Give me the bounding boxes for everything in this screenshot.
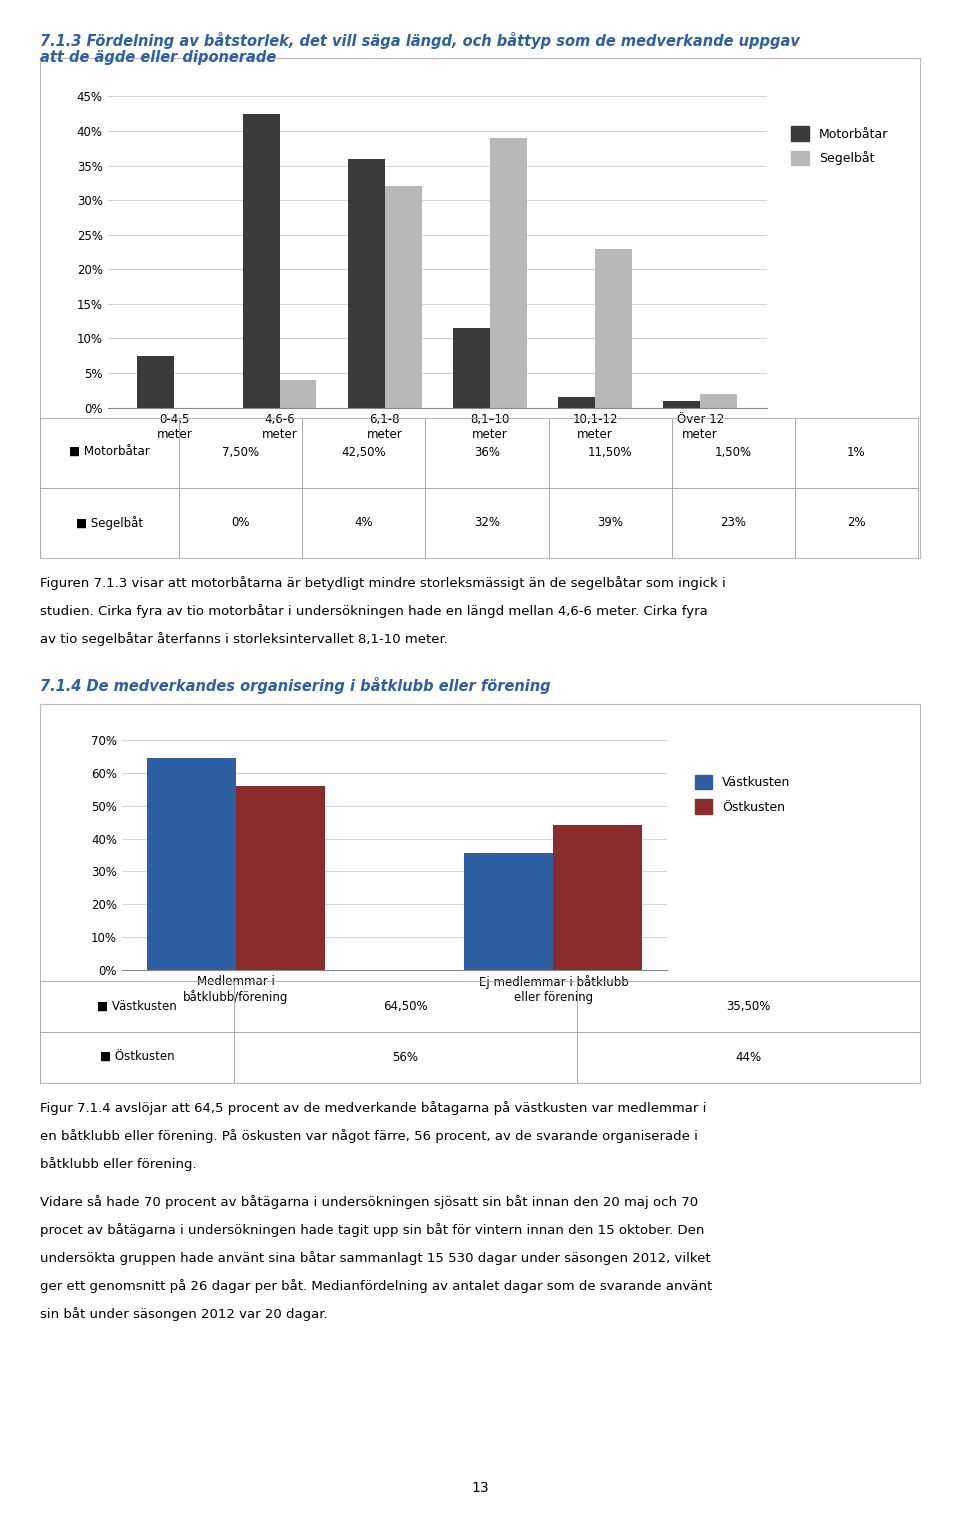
Text: 13: 13 [471,1482,489,1495]
Text: 23%: 23% [720,517,746,529]
Bar [795,418,918,488]
Bar [243,114,279,408]
Bar [672,418,795,488]
Text: Figur 7.1.4 avslöjar att 64,5 procent av de medverkande båtagarna på västkusten : Figur 7.1.4 avslöjar att 64,5 procent av… [40,1101,707,1115]
Text: 7,50%: 7,50% [223,445,259,459]
Bar [548,418,672,488]
Bar [385,186,421,408]
Bar [453,329,490,408]
Text: sin båt under säsongen 2012 var 20 dagar.: sin båt under säsongen 2012 var 20 dagar… [40,1307,328,1321]
Text: 56%: 56% [393,1051,419,1064]
Bar [663,400,700,408]
Text: Vidare så hade 70 procent av båtägarna i undersökningen sjösatt sin båt innan de: Vidare så hade 70 procent av båtägarna i… [40,1195,699,1209]
Bar [40,488,180,558]
Bar [795,488,918,558]
Bar [595,248,632,408]
Text: 39%: 39% [597,517,623,529]
Bar [425,488,548,558]
Text: båtklubb eller förening.: båtklubb eller förening. [40,1157,197,1171]
Text: ■ Motorbåtar: ■ Motorbåtar [69,445,150,459]
Text: ■ Östkusten: ■ Östkusten [100,1051,175,1064]
Text: ■ Västkusten: ■ Västkusten [97,1000,177,1014]
Text: 7.1.4 De medverkandes organisering i båtklubb eller förening: 7.1.4 De medverkandes organisering i båt… [40,677,551,694]
Text: 4%: 4% [354,517,373,529]
Bar [577,982,920,1032]
Bar [180,488,302,558]
Bar [302,488,425,558]
Bar [425,418,548,488]
Bar [348,159,385,408]
Text: Figuren 7.1.3 visar att motorbåtarna är betydligt mindre storleksmässigt än de s: Figuren 7.1.3 visar att motorbåtarna är … [40,576,726,589]
Text: av tio segelbåtar återfanns i storleksintervallet 8,1-10 meter.: av tio segelbåtar återfanns i storleksin… [40,632,448,645]
Bar [548,488,672,558]
Text: undersökta gruppen hade använt sina båtar sammanlagt 15 530 dagar under säsongen: undersökta gruppen hade använt sina båta… [40,1251,711,1265]
Bar [553,826,642,970]
Text: att de ägde eller diponerade: att de ägde eller diponerade [40,50,276,65]
Bar [234,982,577,1032]
Text: 11,50%: 11,50% [588,445,633,459]
Text: ■ Segelbåt: ■ Segelbåt [76,515,143,530]
Text: 32%: 32% [474,517,500,529]
Bar [577,1032,920,1083]
Bar [302,418,425,488]
Text: 42,50%: 42,50% [342,445,386,459]
Text: studien. Cirka fyra av tio motorbåtar i undersökningen hade en längd mellan 4,6-: studien. Cirka fyra av tio motorbåtar i … [40,603,708,618]
Text: 64,50%: 64,50% [383,1000,427,1014]
Bar [40,1032,234,1083]
Text: 1,50%: 1,50% [714,445,752,459]
Bar [700,394,737,408]
Bar [279,380,316,408]
Legend: Västkusten, Östkusten: Västkusten, Östkusten [689,770,796,818]
Bar [465,853,553,970]
Bar [147,759,235,970]
Legend: Motorbåtar, Segelbåt: Motorbåtar, Segelbåt [786,121,894,170]
Bar [235,786,324,970]
Text: 36%: 36% [474,445,500,459]
Bar [490,138,527,408]
Bar [234,1032,577,1083]
Text: 0%: 0% [231,517,250,529]
Text: en båtklubb eller förening. På öskusten var något färre, 56 procent, av de svara: en båtklubb eller förening. På öskusten … [40,1130,698,1144]
Text: 44%: 44% [735,1051,761,1064]
Text: 1%: 1% [847,445,866,459]
Bar [180,418,302,488]
Text: 35,50%: 35,50% [726,1000,770,1014]
Bar [672,488,795,558]
Bar [40,418,180,488]
Text: procet av båtägarna i undersökningen hade tagit upp sin båt för vintern innan de: procet av båtägarna i undersökningen had… [40,1224,705,1238]
Text: 2%: 2% [847,517,866,529]
Text: ger ett genomsnitt på 26 dagar per båt. Medianfördelning av antalet dagar som de: ger ett genomsnitt på 26 dagar per båt. … [40,1279,712,1294]
Bar [559,397,595,408]
Bar [137,356,175,408]
Text: 7.1.3 Fördelning av båtstorlek, det vill säga längd, och båttyp som de medverkan: 7.1.3 Fördelning av båtstorlek, det vill… [40,32,801,48]
Bar [40,982,234,1032]
